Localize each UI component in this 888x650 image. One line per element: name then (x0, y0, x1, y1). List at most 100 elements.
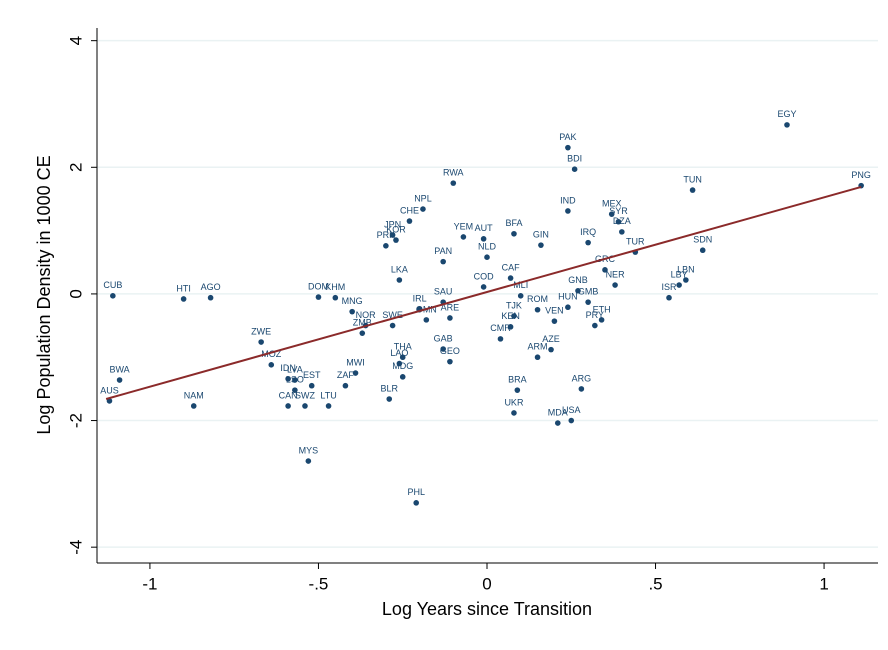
point-label: ZAF (337, 370, 355, 380)
point-label: PNG (851, 170, 871, 180)
point (399, 354, 406, 361)
point (551, 318, 558, 324)
point (393, 237, 399, 243)
point (258, 339, 264, 345)
point (383, 242, 389, 249)
point (511, 410, 517, 416)
point-label: ETH (593, 304, 611, 314)
point (332, 294, 339, 301)
point-label: IND (560, 195, 576, 205)
point-label: MNG (342, 296, 363, 306)
point-label: NLD (478, 242, 497, 252)
point-label: MDA (548, 407, 568, 417)
point (180, 296, 187, 302)
point (612, 282, 618, 288)
point (352, 370, 359, 376)
point-label: ZMB (353, 318, 372, 328)
point-label: MOZ (261, 349, 281, 359)
point (484, 254, 490, 260)
point (585, 239, 591, 246)
point-label: ARG (572, 373, 592, 383)
point-label: ISR (662, 282, 678, 292)
point (585, 299, 591, 305)
point-label: MDG (392, 361, 413, 371)
point-label: DZA (613, 216, 631, 226)
point (308, 382, 315, 389)
point-label: PRK (377, 230, 396, 240)
point (440, 258, 446, 265)
point (538, 242, 544, 248)
point-label: LAO (390, 348, 408, 358)
point-label: AZE (542, 334, 560, 344)
point-label: MWI (346, 357, 365, 367)
point-label: TUR (626, 237, 645, 247)
point-label: EGY (777, 109, 796, 119)
point (517, 293, 524, 299)
point-label: HUN (558, 292, 578, 302)
point-label: KHM (325, 282, 345, 292)
point-label: BLR (380, 383, 398, 393)
point-label: AGO (201, 282, 221, 292)
point-label: PAK (559, 132, 576, 142)
point-label: YEM (454, 221, 474, 231)
point-label: LBY (671, 269, 688, 279)
point (110, 293, 116, 299)
point-label: CAN (279, 390, 298, 400)
point (565, 144, 571, 151)
point-label: HTI (176, 283, 191, 293)
point-label: ZWE (251, 326, 271, 336)
point (784, 122, 790, 128)
point-label: SYR (609, 206, 628, 216)
point-label: KEN (501, 311, 520, 321)
point-label: UKR (504, 397, 524, 407)
point-label: PHL (407, 487, 425, 497)
point (554, 420, 561, 426)
point-label: ARM (528, 342, 548, 352)
point (292, 387, 298, 393)
point (207, 294, 214, 301)
point-label: JPN (384, 219, 401, 229)
point-label: LSO (286, 375, 304, 385)
point (315, 294, 322, 300)
point-label: SWE (382, 310, 403, 320)
point-label: CMR (490, 323, 511, 333)
point (285, 375, 291, 382)
point-label: COD (474, 271, 495, 281)
point (389, 232, 396, 238)
x-axis-title: Log Years since Transition (382, 599, 592, 619)
point (440, 346, 446, 352)
point-label: EST (303, 370, 321, 380)
point-label: AUT (475, 223, 494, 233)
point-label: ROM (527, 294, 548, 304)
point-label: MYS (299, 445, 319, 455)
point (676, 282, 682, 288)
point (292, 377, 298, 383)
point (608, 211, 615, 217)
point (389, 322, 396, 329)
point (396, 360, 403, 367)
point (325, 403, 332, 409)
point (359, 330, 366, 336)
point-label: LTU (320, 390, 336, 400)
point (598, 317, 605, 323)
point-label: CHE (400, 205, 419, 215)
point-label: GEO (440, 346, 460, 356)
point (507, 275, 514, 281)
y-tick-label: -4 (66, 540, 85, 555)
x-tick-label: -.5 (309, 574, 329, 593)
point-label: CAF (502, 262, 521, 272)
point (619, 229, 625, 235)
point-label: IDN (280, 363, 296, 373)
point-label: NPL (414, 193, 432, 203)
y-tick-label: -2 (66, 413, 85, 428)
point-label: GAB (434, 333, 453, 343)
point (423, 317, 430, 323)
point-label: GIN (533, 230, 549, 240)
x-tick-label: 0 (482, 574, 491, 593)
point (689, 187, 696, 193)
point-label: THA (394, 342, 412, 352)
point-label: USA (562, 405, 581, 415)
point (511, 313, 517, 319)
point-label: TUN (683, 174, 702, 184)
